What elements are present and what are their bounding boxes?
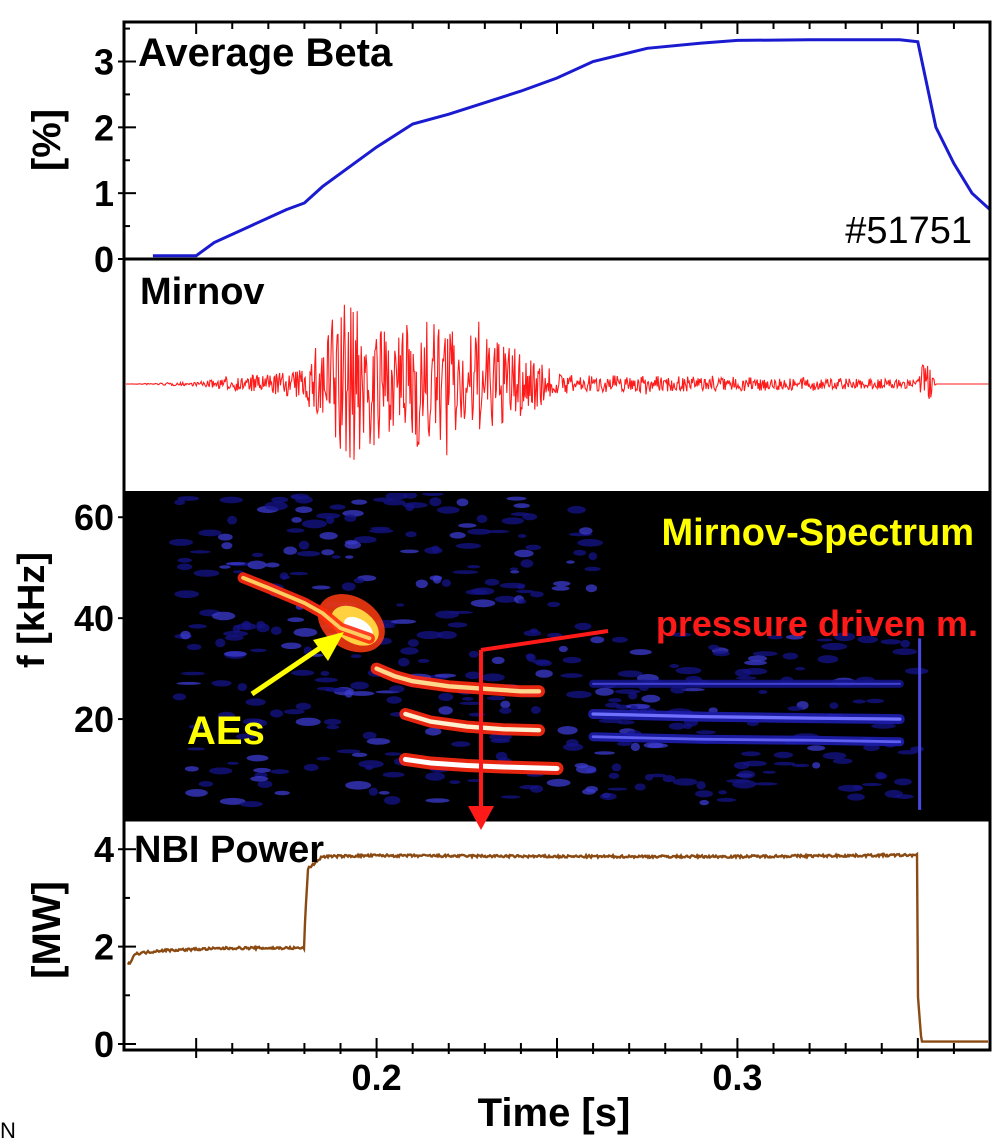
beta-series-line (152, 38, 992, 258)
arrow-pressure-shaft-a (480, 629, 609, 652)
arrow-pressure-head (468, 806, 494, 830)
spectrum-mode-5 (591, 735, 902, 744)
footer-fragment: N (0, 1118, 16, 1140)
beta-y-tick-label: 2 (94, 107, 114, 148)
beta-title: Average Beta (138, 31, 393, 75)
beta-y-tick-label: 1 (94, 173, 114, 214)
shot-number: #51751 (845, 210, 972, 252)
beta-layer (152, 38, 992, 258)
nbi-series-line (126, 851, 988, 1043)
beta-y-tick-label: 3 (94, 42, 114, 83)
spectrum-mode-0 (241, 575, 372, 641)
annotation-pressure: pressure driven m. (656, 603, 978, 644)
nbi-title: NBI Power (134, 829, 324, 871)
spectrum-y-tick-label: 20 (74, 699, 114, 740)
spectrum-mode-3 (402, 756, 560, 771)
annotation-aes: AEs (187, 709, 265, 753)
beta-y-tick-label: 0 (94, 239, 114, 280)
nbi-layer (126, 851, 988, 1043)
nbi-y-tick-label: 2 (94, 927, 114, 968)
beta-ylabel: [%] (25, 109, 69, 171)
spectrum-y-tick-label: 60 (74, 497, 114, 538)
spectrum-mode-4 (591, 712, 902, 721)
mirnov-layer (125, 304, 989, 460)
spectrum-ylabel: f [kHz] (11, 552, 53, 668)
ticks-layer: 0.2 0.3 0 1 2 3 20 40 60 0 2 4 (74, 22, 955, 1098)
spectrum-mode-2 (403, 711, 542, 733)
spectrum-title: Mirnov-Spectrum (662, 512, 974, 554)
nbi-y-tick-label: 0 (94, 1024, 114, 1065)
nbi-y-tick-label: 4 (94, 829, 114, 870)
mirnov-series-line (125, 304, 989, 460)
arrow-aes-head (313, 632, 344, 661)
arrow-aes-shaft (250, 641, 328, 697)
mirnov-title: Mirnov (140, 271, 265, 313)
spectrum-y-tick-label: 40 (74, 598, 114, 639)
x-axis-label: Time [s] (478, 1091, 631, 1135)
x-tick-label: 0.2 (352, 1057, 402, 1098)
x-tick-label: 0.3 (712, 1057, 762, 1098)
nbi-ylabel: [MW] (25, 881, 69, 979)
spectrum-layer (169, 491, 929, 810)
spectrum-mode-1 (374, 666, 542, 694)
